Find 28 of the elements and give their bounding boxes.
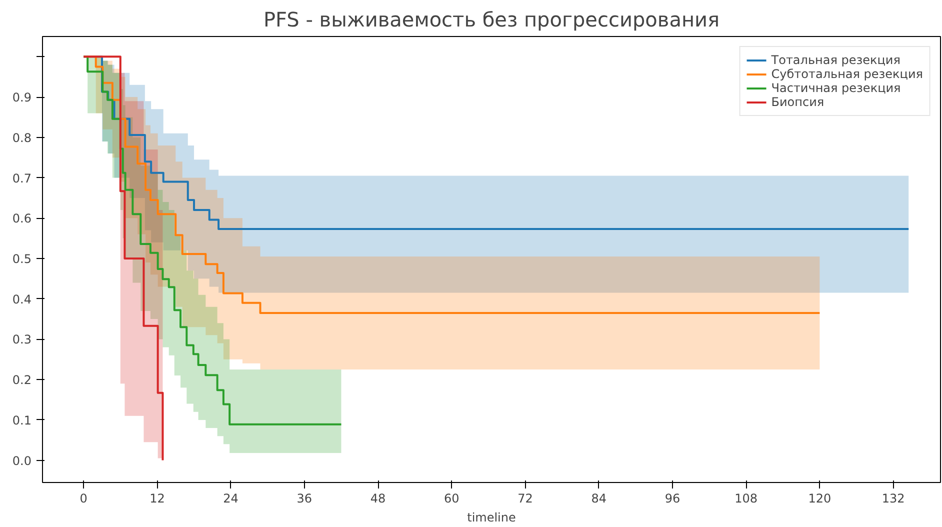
x-tick-label: 24 [223, 492, 238, 506]
y-tick-label: 0.4 [12, 292, 32, 306]
x-tick-label: 72 [518, 492, 533, 506]
x-axis-title: timeline [467, 510, 516, 524]
x-tick-label: 0 [80, 492, 88, 506]
y-tick-label: 0.8 [12, 130, 32, 145]
legend-label: Частичная резекция [771, 81, 901, 95]
y-tick-label: 0.1 [12, 413, 32, 428]
y-tick-label: 0.5 [12, 252, 32, 266]
x-tick-label: 12 [150, 492, 165, 506]
y-tick-label: 0.9 [12, 90, 32, 105]
legend-label: Тотальная резекция [771, 53, 900, 67]
y-tick-label: 0.6 [12, 212, 32, 226]
x-tick-label: 96 [664, 492, 680, 506]
legend-label: Субтотальная резекция [771, 67, 923, 81]
x-tick-label: 36 [296, 492, 312, 506]
x-tick-label: 60 [444, 492, 460, 506]
y-tick-label: 0.0 [12, 454, 32, 468]
chart-title: PFS - выживаемость без прогрессирования [263, 8, 720, 32]
x-tick-label: 48 [370, 492, 386, 506]
y-tick-label: 0.7 [12, 171, 32, 186]
x-tick-label: 120 [808, 492, 832, 506]
x-tick-label: 84 [591, 492, 606, 506]
y-tick-label: 0.2 [12, 373, 32, 388]
legend-label: Биопсия [771, 95, 824, 109]
x-tick-label: 108 [734, 492, 758, 506]
x-tick-label: 132 [882, 492, 905, 506]
y-tick-label: 0.3 [12, 332, 32, 347]
